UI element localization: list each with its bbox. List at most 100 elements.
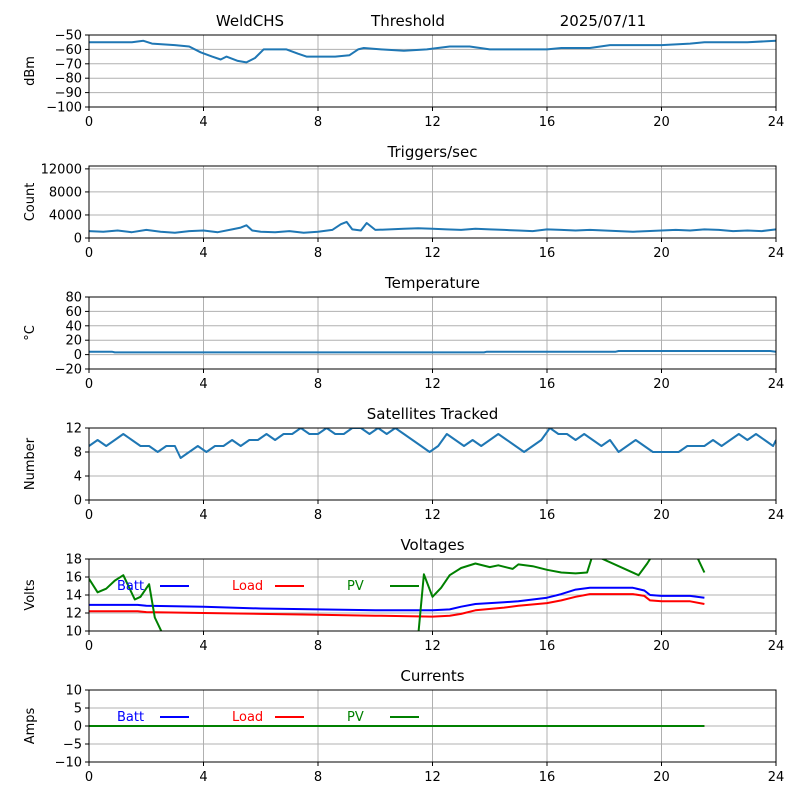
legend-label-pv: PV [347, 710, 364, 725]
x-tick-label: 20 [653, 770, 670, 785]
x-tick-label: 12 [424, 508, 441, 523]
x-tick-label: 4 [199, 377, 207, 392]
series-line-batt [89, 586, 705, 612]
y-tick-label: −5 [63, 738, 82, 753]
y-tick-label: 0 [74, 348, 82, 363]
y-tick-label: 16 [65, 571, 82, 586]
x-tick-label: 20 [653, 246, 670, 261]
x-tick-label: 4 [199, 508, 207, 523]
chart-panel-1: 0 4 8 12 16 20 24 −100−90−80−70−60−50 dBm [23, 29, 784, 131]
legend-label-batt: Batt [117, 710, 144, 725]
chart-title: Currents [400, 667, 464, 685]
y-tick-label: −100 [46, 101, 82, 116]
x-tick-label: 20 [653, 508, 670, 523]
x-tick-label: 24 [768, 115, 785, 130]
x-tick-label: 0 [85, 508, 93, 523]
y-tick-label: 12 [65, 607, 82, 622]
x-tick-label: 0 [85, 770, 93, 785]
x-tick-label: 24 [768, 770, 785, 785]
y-tick-label: 40 [65, 319, 82, 334]
x-tick-label: 20 [653, 639, 670, 654]
series-line-main [89, 39, 776, 64]
x-tick-label: 4 [199, 639, 207, 654]
x-tick-label: 16 [539, 770, 556, 785]
y-tick-label: 0 [74, 232, 82, 247]
legend-label-load: Load [232, 579, 263, 594]
x-tick-label: 12 [424, 639, 441, 654]
y-tick-label: 4000 [49, 208, 82, 223]
series-line-main [89, 220, 776, 234]
y-tick-label: 14 [65, 589, 82, 604]
series-line-pv [89, 559, 706, 631]
y-tick-label: 18 [65, 553, 82, 568]
y-tick-label: −10 [55, 756, 82, 771]
legend-label-pv: PV [347, 579, 364, 594]
y-tick-label: 8 [74, 446, 82, 461]
y-tick-label: 12000 [41, 162, 82, 177]
x-tick-label: 12 [424, 246, 441, 261]
x-tick-label: 16 [539, 115, 556, 130]
y-tick-label: −80 [55, 72, 82, 87]
x-tick-label: 8 [314, 639, 322, 654]
x-tick-label: 20 [653, 377, 670, 392]
x-tick-label: 0 [85, 246, 93, 261]
y-axis-label: Number [23, 437, 38, 490]
y-axis-label: Count [23, 183, 38, 222]
x-tick-label: 16 [539, 639, 556, 654]
x-tick-label: 8 [314, 508, 322, 523]
x-tick-label: 12 [424, 115, 441, 130]
series-line-load [89, 593, 705, 618]
x-tick-label: 12 [424, 377, 441, 392]
series-line-main [89, 428, 776, 459]
x-tick-label: 8 [314, 246, 322, 261]
x-tick-label: 8 [314, 115, 322, 130]
x-tick-label: 0 [85, 639, 93, 654]
y-tick-label: 4 [74, 470, 82, 485]
x-tick-label: 12 [424, 770, 441, 785]
y-axis-label: °C [23, 325, 38, 341]
y-tick-label: 10 [65, 625, 82, 640]
y-axis-label: Amps [23, 707, 38, 744]
x-tick-label: 16 [539, 246, 556, 261]
x-tick-label: 24 [768, 246, 785, 261]
chart-panel-5: 0 4 8 12 16 20 24 10 12 14 16 18 Voltages Volts Batt Lo… [23, 536, 784, 654]
chart-title: Voltages [400, 536, 464, 554]
legend-label-batt: Batt [117, 579, 144, 594]
y-tick-label: −90 [55, 86, 82, 101]
series-line-main [89, 350, 776, 354]
x-tick-label: 4 [199, 115, 207, 130]
chart-title: Satellites Tracked [367, 405, 498, 423]
x-tick-label: 16 [539, 508, 556, 523]
y-tick-label: 0 [74, 494, 82, 509]
chart-panel-4: 0 4 8 12 16 20 24 0 4 8 12 Satellites Tracked Number [23, 405, 784, 523]
y-tick-label: 10 [65, 684, 82, 699]
y-tick-label: 12 [65, 422, 82, 437]
header-date: 2025/07/11 [560, 12, 646, 30]
chart-panel-2: 0 4 8 12 16 20 24 0 4000 8000 12000 Triggers/sec Cou… [23, 143, 784, 261]
header-mode: Threshold [370, 12, 445, 30]
y-tick-label: 0 [74, 720, 82, 735]
legend-label-load: Load [232, 710, 263, 725]
x-tick-label: 0 [85, 377, 93, 392]
y-axis-label: Volts [23, 579, 38, 611]
x-tick-label: 20 [653, 115, 670, 130]
chart-panel-6: 0 4 8 12 16 20 24 −10 −5 0 5 10 Currents Amps Batt Load… [23, 667, 784, 785]
y-tick-label: 5 [74, 702, 82, 717]
header-station: WeldCHS [216, 12, 284, 30]
y-tick-label: −70 [55, 57, 82, 72]
chart-title: Triggers/sec [387, 143, 478, 161]
y-tick-label: −50 [55, 29, 82, 44]
x-tick-label: 24 [768, 377, 785, 392]
x-tick-label: 4 [199, 246, 207, 261]
x-tick-label: 8 [314, 770, 322, 785]
chart-title: Temperature [384, 274, 480, 292]
y-tick-label: 20 [65, 334, 82, 349]
y-tick-label: 60 [65, 305, 82, 320]
y-tick-label: −60 [55, 43, 82, 58]
y-axis-label: dBm [23, 56, 38, 86]
y-tick-label: 80 [65, 291, 82, 306]
x-tick-label: 4 [199, 770, 207, 785]
